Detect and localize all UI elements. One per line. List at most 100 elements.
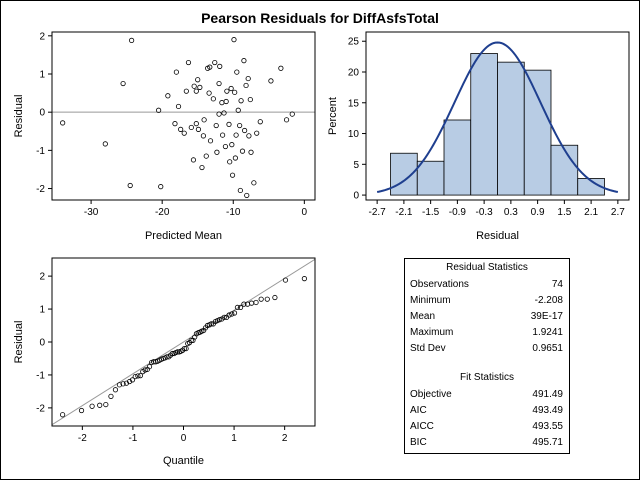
qq-point — [234, 304, 241, 311]
residual-point — [190, 157, 197, 163]
stat-row-aicc: AICC 493.55 — [405, 419, 569, 435]
qq-plot-x-tick-label: -2 — [78, 433, 87, 444]
qq-point — [132, 373, 138, 380]
histogram-x-tick-label: -0.3 — [476, 207, 494, 218]
residual-point — [247, 96, 253, 103]
residual-point — [217, 63, 223, 69]
qq-point — [135, 373, 141, 379]
residual-point — [216, 111, 222, 117]
residual-point — [228, 85, 234, 92]
residual-point — [248, 149, 254, 155]
statistics-table: Residual Statistics Observations 74 Mini… — [404, 258, 570, 454]
residual-point — [178, 126, 184, 132]
qq-plot-y-tick-label: 1 — [39, 305, 45, 316]
residual-point — [156, 107, 162, 113]
qq-point — [248, 300, 255, 306]
qq-point — [97, 402, 103, 408]
residual-plot-x-label: Predicted Mean — [145, 230, 222, 242]
residual-point — [120, 80, 126, 87]
residual-point — [199, 164, 205, 171]
residual-point — [210, 96, 216, 102]
residual-point — [191, 83, 197, 89]
residual-plot-y-tick-label: -2 — [36, 184, 45, 195]
residual-point — [212, 59, 218, 66]
stat-row-maximum: Maximum 1.9241 — [405, 325, 569, 341]
qq-plot-x-label: Quantile — [163, 455, 204, 467]
qq-plot-x-tick-label: 1 — [231, 433, 237, 444]
stat-row-objective: Objective 491.49 — [405, 387, 569, 403]
stat-value: -2.208 — [534, 295, 563, 306]
histogram-frame — [365, 31, 630, 201]
histogram-bar — [390, 152, 418, 196]
stat-label: Objective — [410, 389, 452, 400]
stat-label: AIC — [410, 405, 427, 416]
histogram-y-tick-label: 15 — [348, 98, 360, 109]
stat-label: BIC — [410, 437, 427, 448]
residual-point — [234, 69, 240, 75]
residual-plot-x-tick-label: 0 — [302, 207, 308, 218]
histogram-bar — [523, 69, 552, 196]
residual-point — [188, 124, 194, 131]
stat-label: Std Dev — [410, 343, 446, 354]
residual-point — [278, 65, 284, 71]
stat-label: Observations — [410, 279, 469, 290]
stat-value: 1.9241 — [532, 327, 563, 338]
histogram-x-tick-label: 2.7 — [611, 207, 625, 218]
residual-point — [206, 90, 212, 96]
stat-row-std-dev: Std Dev 0.9651 — [405, 341, 569, 357]
residual-point — [102, 141, 108, 147]
qq-point — [120, 381, 126, 387]
stat-label: Maximum — [410, 327, 454, 338]
stat-value: 493.55 — [532, 421, 563, 432]
qq-point — [60, 412, 66, 418]
qq-point — [89, 403, 95, 409]
residual-point — [226, 121, 232, 128]
residual-point — [223, 98, 229, 105]
qq-point — [181, 345, 187, 352]
residual-point — [158, 184, 164, 190]
qq-point — [183, 345, 189, 352]
residual-point — [254, 130, 260, 136]
qq-plot-y-tick-label: -2 — [36, 403, 45, 414]
stat-value: 74 — [551, 279, 563, 290]
qq-plot-y-tick-label: 0 — [39, 338, 45, 349]
residual-point — [207, 64, 213, 70]
residual-plot-x-tick-label: -30 — [84, 207, 99, 218]
histogram-y-tick-label: 0 — [353, 191, 359, 202]
normal-density-curve — [376, 41, 619, 194]
residual-plot-frame — [51, 31, 316, 201]
residual-point — [251, 180, 257, 186]
stat-value: 0.9651 — [532, 343, 563, 354]
qq-point — [188, 337, 194, 343]
histogram-x-tick-label: -2.1 — [395, 207, 413, 218]
qq-point — [112, 387, 119, 393]
qq-point — [142, 367, 148, 373]
qq-point — [126, 378, 133, 385]
histogram-y-tick-label: 5 — [353, 160, 359, 171]
qq-point — [241, 301, 247, 307]
residual-point — [237, 122, 243, 129]
residual-point — [244, 192, 250, 199]
residual-point — [197, 84, 203, 90]
stat-row-aic: AIC 493.49 — [405, 403, 569, 419]
qq-point — [146, 364, 153, 370]
residual-point — [238, 98, 244, 104]
residual-point — [185, 59, 192, 66]
histogram-bar — [443, 119, 472, 196]
qq-point — [169, 350, 175, 357]
fit-statistics-title: Fit Statistics — [460, 372, 514, 383]
residual-point — [219, 100, 225, 106]
stat-row-bic: BIC 495.71 — [405, 435, 569, 451]
qq-point — [237, 304, 244, 311]
qq-point — [221, 314, 227, 320]
residual-point — [229, 142, 235, 148]
residual-point — [200, 133, 207, 139]
residual-point — [241, 58, 247, 64]
histogram-x-tick-label: 1.5 — [557, 207, 571, 218]
residual-point — [232, 89, 238, 95]
residual-point — [173, 69, 179, 75]
stat-value: 39E-17 — [530, 311, 563, 322]
qq-point — [78, 407, 85, 414]
qq-reference-line — [52, 258, 315, 426]
